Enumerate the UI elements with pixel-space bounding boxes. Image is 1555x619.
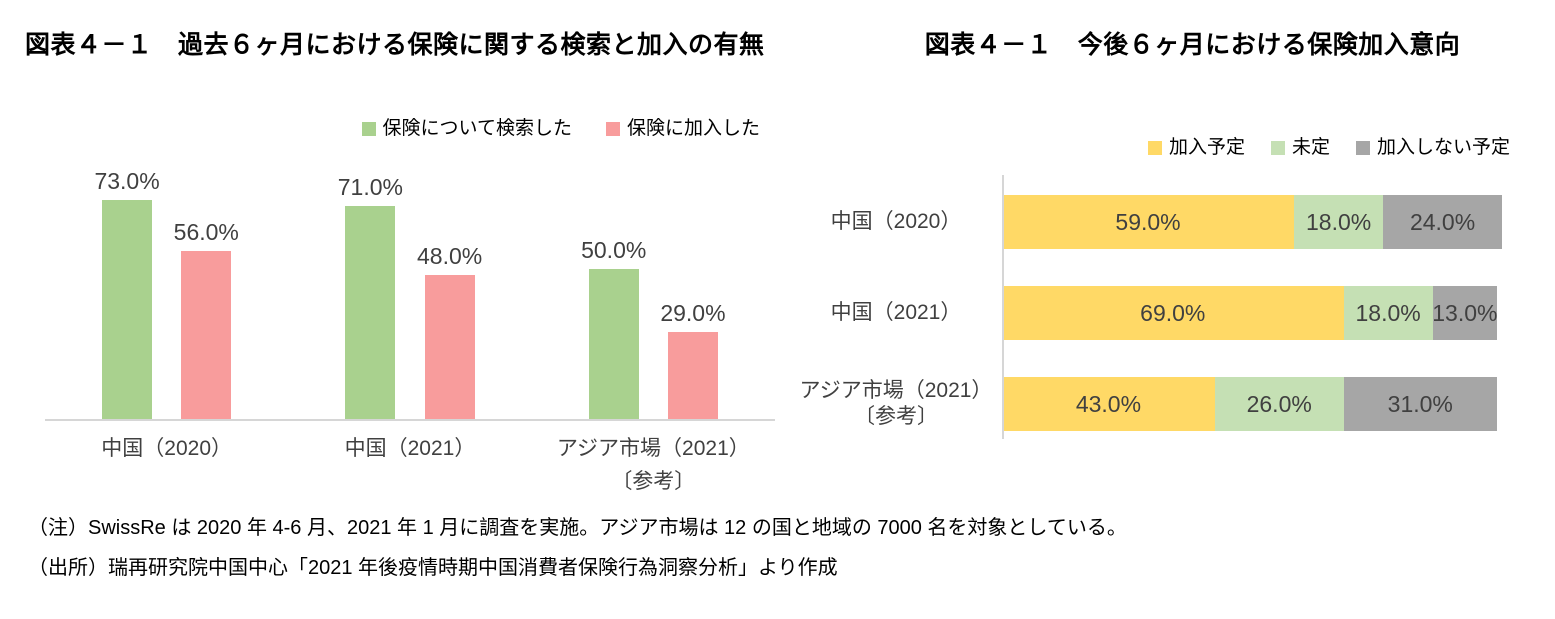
search-and-purchase-chart: 図表４－１ 過去６ヶ月における保険に関する検索と加入の有無 保険について検索した… [0, 30, 790, 495]
bar-column: 48.0% [417, 147, 482, 419]
bar-column: 29.0% [660, 147, 726, 419]
stacked-bar: 59.0% 18.0% 24.0% [1002, 195, 1502, 249]
stacked-segment: 18.0% [1343, 286, 1433, 340]
category-label-text: 中国（2020） [101, 437, 233, 460]
stacked-bar-row: 中国（2021） 69.0% 18.0% 13.0% [790, 286, 1555, 340]
row-label-subnote: 〔参考〕 [854, 405, 938, 428]
bar-value-label: 48.0% [416, 243, 483, 269]
legend-label: 保険について検索した [382, 118, 572, 139]
stacked-bar-row: 中国（2020） 59.0% 18.0% 24.0% [790, 195, 1555, 249]
legend-label: 未定 [1291, 137, 1330, 158]
stacked-segment: 18.0% [1294, 195, 1384, 249]
left-chart-plot: 73.0% 56.0% 71.0% 48.0% 50.0% 29.0% [45, 147, 775, 421]
legend-item: 保険に加入した [605, 117, 760, 141]
stacked-segment: 69.0% [1002, 286, 1344, 340]
legend-item: 加入予定 [1147, 136, 1245, 160]
purchase-intention-chart: 図表４－１ 今後６ヶ月における保険加入意向 加入予定 未定 加入しない予定 中国（2… [790, 30, 1555, 495]
legend-swatch-icon [605, 122, 620, 136]
legend-swatch-icon [1355, 141, 1370, 155]
row-label-text: 中国（2020） [830, 210, 962, 233]
row-label: アジア市場（2021） 〔参考〕 [790, 378, 1002, 430]
bar-value-label: 71.0% [337, 174, 403, 200]
legend-swatch-icon [1147, 141, 1162, 155]
bar-group: 50.0% 29.0% [532, 147, 775, 419]
legend-swatch-icon [361, 122, 376, 136]
category-label-text: アジア市場（2021） [556, 437, 750, 460]
bar-group: 71.0% 48.0% [288, 147, 531, 419]
stacked-bar: 69.0% 18.0% 13.0% [1002, 286, 1497, 340]
footnotes: （注）SwissRe は 2020 年 4-6 月、2021 年 1 月に調査を… [0, 515, 1555, 582]
category-subnote: 〔参考〕 [611, 470, 696, 493]
legend-label: 加入予定 [1168, 137, 1245, 158]
stacked-segment: 43.0% [1002, 377, 1215, 431]
bar-value-label: 29.0% [660, 300, 726, 326]
legend-item: 加入しない予定 [1355, 136, 1510, 160]
left-chart-legend: 保険について検索した 保険に加入した [25, 117, 790, 141]
legend-item: 保険について検索した [361, 117, 572, 141]
category-label: 中国（2021） [288, 435, 531, 495]
bar-value-label: 56.0% [173, 219, 239, 245]
stacked-segment: 13.0% [1432, 286, 1497, 340]
category-label-text: 中国（2021） [344, 437, 476, 460]
bar-group: 73.0% 56.0% [45, 147, 288, 419]
stacked-segment: 59.0% [1002, 195, 1295, 249]
stacked-bar: 43.0% 26.0% 31.0% [1002, 377, 1498, 431]
grouped-bar [102, 200, 153, 419]
note-line: （注）SwissRe は 2020 年 4-6 月、2021 年 1 月に調査を… [28, 517, 1127, 539]
bar-column: 73.0% [94, 147, 160, 419]
legend-label: 保険に加入した [626, 118, 760, 139]
stacked-segment: 31.0% [1343, 377, 1498, 431]
legend-label: 加入しない予定 [1376, 137, 1510, 158]
row-label: 中国（2021） [790, 300, 1002, 326]
grouped-bar [667, 332, 718, 419]
bar-value-label: 73.0% [94, 168, 160, 194]
stacked-segment: 26.0% [1214, 377, 1344, 431]
row-label-text: 中国（2021） [830, 301, 962, 324]
vertical-axis-line [1002, 175, 1004, 439]
left-chart-title: 図表４－１ 過去６ヶ月における保険に関する検索と加入の有無 [25, 31, 765, 59]
grouped-bar [345, 206, 396, 419]
bar-column: 56.0% [174, 147, 239, 419]
category-label: 中国（2020） [45, 435, 288, 495]
source-line: （出所）瑞再研究院中国中心「2021 年後疫情時期中国消費者保険行為洞察分析」よ… [28, 557, 838, 579]
right-chart-title: 図表４－１ 今後６ヶ月における保険加入意向 [924, 31, 1461, 59]
right-chart-plot: 中国（2020） 59.0% 18.0% 24.0% 中国（2021） 69.0% 18.0… [790, 175, 1555, 439]
stacked-bar-row: アジア市場（2021） 〔参考〕 43.0% 26.0% 31.0% [790, 377, 1555, 431]
grouped-bar [181, 251, 232, 419]
row-label-text: アジア市場（2021） [799, 379, 993, 402]
left-chart-category-axis: 中国（2020） 中国（2021） アジア市場（2021） 〔参考〕 [45, 435, 775, 495]
right-chart-legend: 加入予定 未定 加入しない予定 [790, 136, 1555, 160]
bar-value-label: 50.0% [581, 237, 647, 263]
stacked-segment: 24.0% [1383, 195, 1502, 249]
category-label: アジア市場（2021） 〔参考〕 [532, 435, 775, 495]
bar-column: 50.0% [581, 147, 646, 419]
bar-column: 71.0% [338, 147, 403, 419]
row-label: 中国（2020） [790, 209, 1002, 235]
charts-row: 図表４－１ 過去６ヶ月における保険に関する検索と加入の有無 保険について検索した… [0, 30, 1555, 495]
grouped-bar [424, 275, 475, 419]
legend-item: 未定 [1270, 136, 1330, 160]
grouped-bar [588, 269, 639, 419]
legend-swatch-icon [1270, 141, 1285, 155]
